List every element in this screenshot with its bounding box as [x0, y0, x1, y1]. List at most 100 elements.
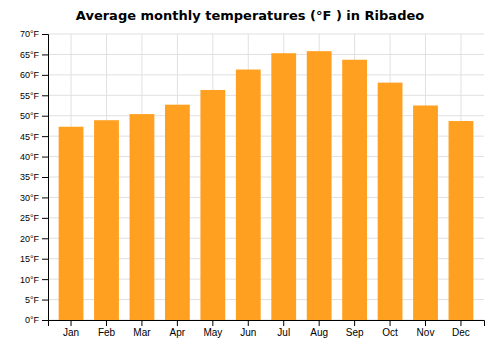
tick-mark — [42, 320, 48, 321]
tick-mark — [177, 320, 178, 326]
tick: 40°F — [20, 152, 48, 162]
tick: 0°F — [25, 315, 48, 325]
bar — [130, 114, 155, 320]
axis-line — [42, 35, 49, 321]
tick-label: 50°F — [20, 111, 40, 121]
tick-mark — [42, 177, 48, 178]
tick-mark — [390, 320, 391, 326]
tick-label: 55°F — [20, 91, 40, 101]
tick-mark — [42, 238, 48, 239]
bar — [94, 120, 119, 320]
tick: Oct — [382, 320, 398, 338]
tick-mark — [248, 320, 249, 326]
tick-mark — [354, 320, 355, 326]
tick-mark — [319, 320, 320, 326]
tick: Mar — [133, 320, 151, 338]
grid — [48, 34, 484, 320]
tick-label: Feb — [98, 327, 116, 338]
tick: Aug — [310, 320, 328, 338]
tick: 50°F — [20, 111, 48, 121]
tick: 30°F — [20, 193, 48, 203]
tick-mark — [283, 320, 284, 326]
tick-mark — [71, 320, 72, 326]
tick: Jan — [63, 320, 79, 338]
chart: Average monthly temperatures (°F ) in Ri… — [0, 0, 500, 350]
grid-line — [48, 95, 484, 96]
tick: Apr — [170, 320, 186, 338]
tick-mark — [42, 157, 48, 158]
tick-label: 40°F — [20, 152, 40, 162]
bar — [271, 53, 296, 320]
tick-label: 15°F — [20, 254, 40, 264]
tick-label: 25°F — [20, 213, 40, 223]
tick-mark — [212, 320, 213, 326]
tick-mark — [42, 34, 48, 35]
tick: Jun — [240, 320, 256, 338]
tick-label: Mar — [133, 327, 151, 338]
tick-label: Sep — [346, 327, 364, 338]
tick: May — [203, 320, 222, 338]
tick-label: 0°F — [25, 315, 40, 325]
tick-label: Dec — [452, 327, 470, 338]
bar — [165, 105, 190, 320]
tick: Feb — [98, 320, 116, 338]
tick-label: Oct — [382, 327, 398, 338]
bar — [236, 70, 261, 320]
tick-label: May — [203, 327, 222, 338]
bar — [342, 60, 367, 320]
tick-mark — [42, 300, 48, 301]
tick: 55°F — [20, 91, 48, 101]
bar — [378, 83, 403, 320]
tick-mark — [42, 259, 48, 260]
tick-label: 65°F — [20, 50, 40, 60]
tick-mark — [460, 320, 461, 326]
tick-label: 10°F — [20, 275, 40, 285]
tick: Nov — [417, 320, 435, 338]
tick-mark — [42, 136, 48, 137]
tick-mark — [425, 320, 426, 326]
tick-label: 60°F — [20, 70, 40, 80]
bar — [413, 106, 438, 321]
tick-label: Jul — [277, 327, 290, 338]
tick: 10°F — [20, 275, 48, 285]
tick-mark — [106, 320, 107, 326]
tick: 25°F — [20, 213, 48, 223]
tick-mark — [42, 116, 48, 117]
tick-mark — [42, 218, 48, 219]
tick-label: Apr — [170, 327, 186, 338]
tick: Sep — [346, 320, 364, 338]
bar — [59, 127, 84, 320]
tick: Dec — [452, 320, 470, 338]
tick-label: Jan — [63, 327, 79, 338]
bars — [59, 51, 474, 320]
bar — [449, 121, 474, 320]
tick: Jul — [277, 320, 290, 338]
tick: 65°F — [20, 50, 48, 60]
tick-mark — [42, 54, 48, 55]
tick-mark — [42, 95, 48, 96]
bar — [200, 90, 225, 320]
tick: 45°F — [20, 132, 48, 142]
x-axis: Jan Feb Mar Apr May Jun Jul Aug Sep Oct Nov Dec — [49, 320, 485, 338]
tick-mark — [42, 75, 48, 76]
tick-label: 30°F — [20, 193, 40, 203]
plot: Jan Feb Mar Apr May Jun Jul Aug Sep Oct Nov Dec 0°F 5… — [20, 29, 485, 338]
tick-label: 35°F — [20, 172, 40, 182]
tick-label: 70°F — [20, 29, 40, 39]
tick: 20°F — [20, 234, 48, 244]
axis-line — [49, 321, 485, 327]
tick: 70°F — [20, 29, 48, 39]
tick-label: Aug — [310, 327, 328, 338]
tick-label: 45°F — [20, 132, 40, 142]
tick-mark — [141, 320, 142, 326]
grid-line — [48, 54, 484, 55]
grid-line — [48, 34, 484, 35]
tick-label: Jun — [240, 327, 256, 338]
tick-label: 5°F — [25, 295, 40, 305]
grid-line — [48, 74, 484, 75]
tick-label: 20°F — [20, 234, 40, 244]
tick-mark — [42, 197, 48, 198]
title: Average monthly temperatures (°F ) in Ri… — [76, 8, 424, 23]
tick: 35°F — [20, 172, 48, 182]
tick: 15°F — [20, 254, 48, 264]
